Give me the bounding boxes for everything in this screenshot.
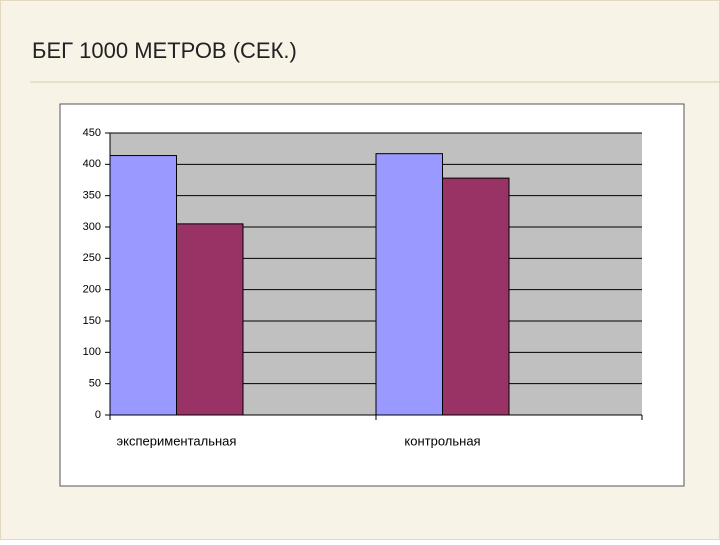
y-tick-label: 250	[83, 252, 101, 264]
bar	[176, 223, 244, 416]
bar	[442, 177, 510, 416]
y-tick-label: 50	[89, 378, 101, 390]
y-tick-label: 200	[83, 284, 101, 296]
y-tick-label: 400	[83, 158, 101, 170]
bar	[375, 153, 443, 416]
y-tick-label: 100	[83, 346, 101, 358]
y-tick-label: 350	[83, 190, 101, 202]
x-tick-label: контрольная	[404, 433, 480, 448]
y-tick-label: 450	[83, 127, 101, 139]
y-tick-label: 300	[83, 221, 101, 233]
chart-title: БЕГ 1000 МЕТРОВ (СЕК.)	[32, 38, 297, 63]
y-tick-label: 150	[83, 315, 101, 327]
y-tick-label: 0	[95, 409, 101, 421]
x-tick-label: экспериментальная	[117, 433, 237, 448]
bar	[109, 155, 177, 416]
